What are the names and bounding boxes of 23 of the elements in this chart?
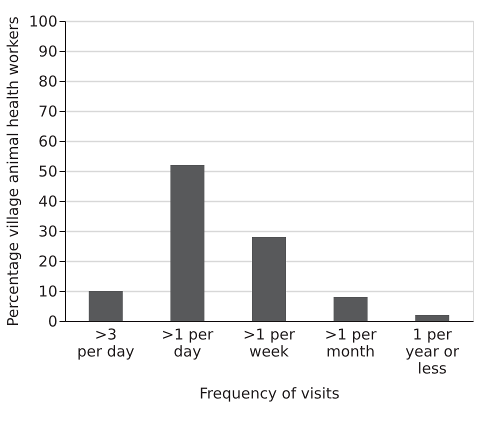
y-axis-title: Percentage village animal health workers <box>4 16 22 327</box>
y-tick-label: 10 <box>38 282 58 300</box>
x-tick-label: >1 per month <box>324 326 378 360</box>
y-tick-label: 30 <box>38 222 58 240</box>
y-tick-label: 90 <box>38 42 58 60</box>
bar <box>334 297 368 321</box>
y-tick-label: 40 <box>38 192 58 210</box>
x-tick-label: 1 per year or less <box>405 326 460 378</box>
y-tick-label: 20 <box>38 252 58 270</box>
y-tick-label: 80 <box>38 72 58 90</box>
y-tick-label: 100 <box>28 12 58 30</box>
x-tick-label: >1 per week <box>243 326 296 360</box>
bar <box>415 315 450 321</box>
x-axis-title: Frequency of visits <box>199 384 340 402</box>
bar <box>252 237 286 321</box>
x-tick-label: >1 per day <box>162 326 214 360</box>
y-tick-label: 0 <box>48 312 58 330</box>
bar <box>170 165 204 321</box>
x-tick-label: >3 per day <box>77 326 135 360</box>
bar <box>88 291 123 321</box>
y-tick-label: 50 <box>38 162 58 180</box>
y-tick-label: 60 <box>38 132 58 150</box>
y-tick-label: 70 <box>38 102 58 120</box>
